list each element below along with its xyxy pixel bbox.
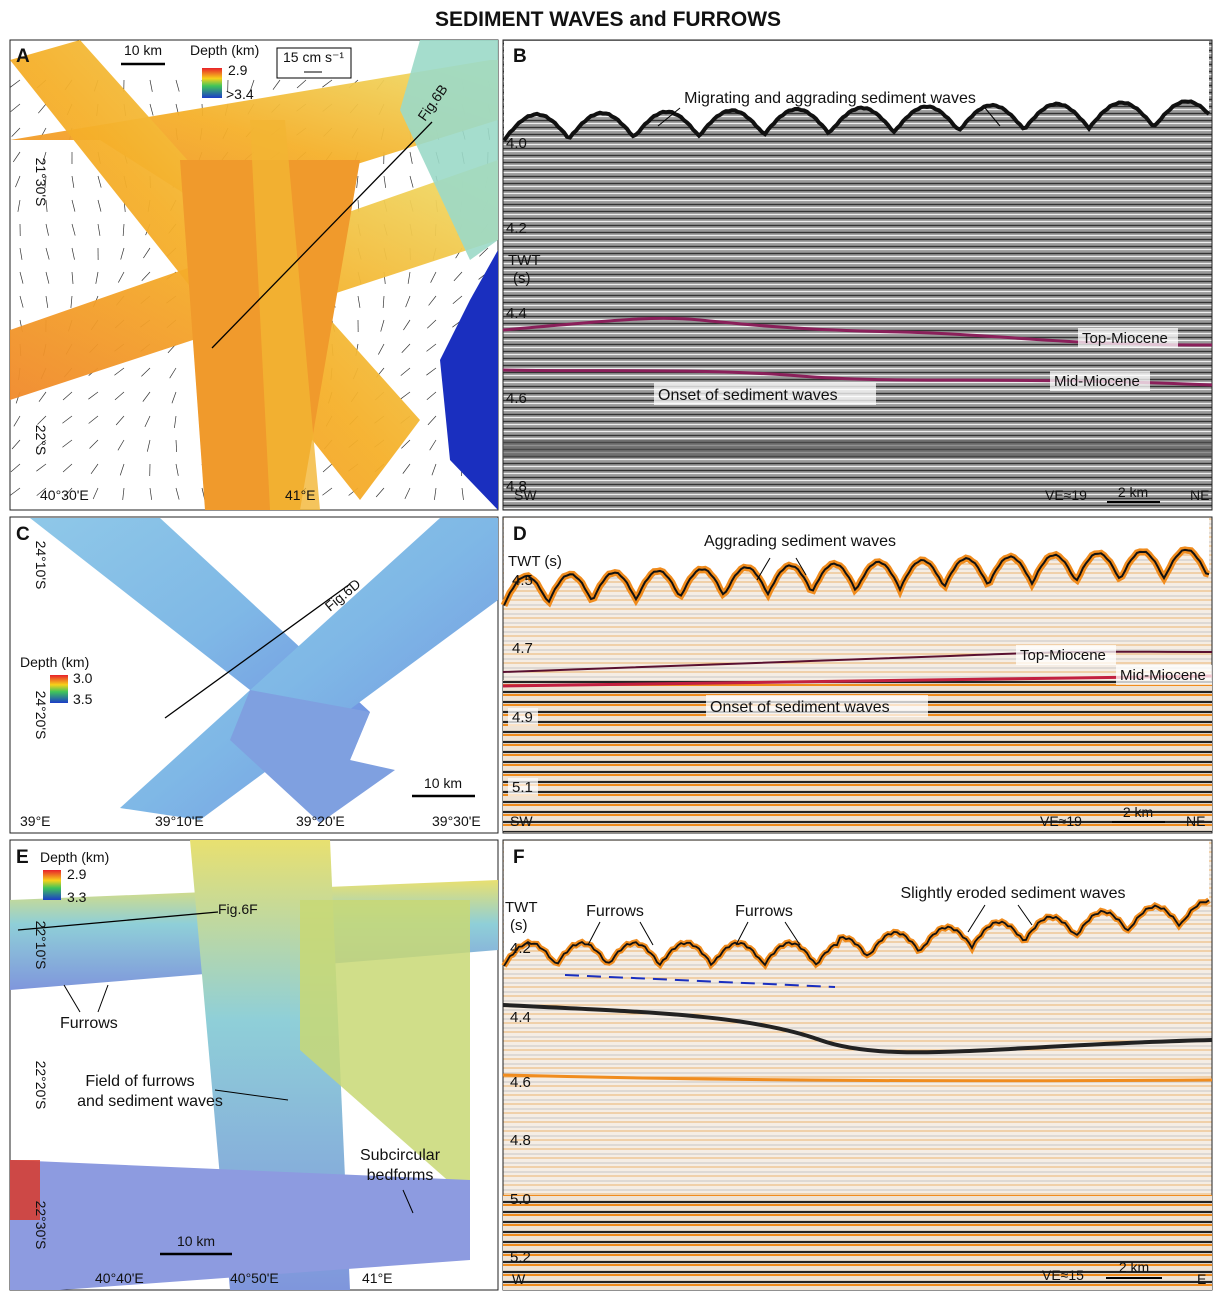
y-tick-label: 4.7 bbox=[512, 640, 533, 657]
panel-label: D bbox=[513, 524, 527, 545]
legend-bottom: >3.4 bbox=[226, 86, 254, 102]
y-tick-label: 4.6 bbox=[510, 1074, 531, 1091]
y-tick-label: 5.0 bbox=[510, 1191, 531, 1208]
legend-title: Depth (km) bbox=[20, 654, 89, 670]
lon-label: 39°20'E bbox=[296, 813, 345, 829]
axis-label: TWT bbox=[505, 899, 537, 916]
horizon-label: Top-Miocene bbox=[1020, 647, 1106, 664]
y-tick-label: 4.5 bbox=[512, 572, 533, 589]
profile-end: W bbox=[512, 1271, 526, 1287]
panel-c: Fig.6D C Depth (km) 3.0 3.5 24°10'S 24°2… bbox=[10, 517, 498, 833]
y-tick-label: 4.2 bbox=[506, 220, 527, 237]
lon-label: 39°30'E bbox=[432, 813, 481, 829]
onset-label: Onset of sediment waves bbox=[658, 387, 838, 404]
profile-end: SW bbox=[514, 487, 537, 503]
figure-title: SEDIMENT WAVES and FURROWS bbox=[435, 8, 781, 31]
annotation: bedforms bbox=[367, 1167, 434, 1184]
panel-d: D Aggrading sediment waves TWT (s) 4.5 4… bbox=[503, 517, 1212, 833]
panel-label: A bbox=[16, 46, 30, 67]
profile-end: NE bbox=[1190, 487, 1209, 503]
legend-bottom: 3.3 bbox=[67, 889, 87, 905]
annotation: Furrows bbox=[60, 1015, 118, 1032]
lon-label: 41°E bbox=[362, 1270, 393, 1286]
panel-label: B bbox=[513, 46, 527, 67]
y-tick-label: 5.2 bbox=[510, 1249, 531, 1266]
y-tick-label: 4.2 bbox=[510, 940, 531, 957]
scale-label: 10 km bbox=[177, 1233, 215, 1249]
lon-label: 40°50'E bbox=[230, 1270, 279, 1286]
lon-label: 40°40'E bbox=[95, 1270, 144, 1286]
ve-label: VE≈15 bbox=[1042, 1267, 1084, 1283]
profile-label: Fig.6F bbox=[218, 901, 258, 917]
y-tick-label: 4.0 bbox=[506, 135, 527, 152]
panel-label: E bbox=[16, 847, 29, 868]
lat-label: 22°20'S bbox=[33, 1061, 49, 1110]
axis-label: (s) bbox=[513, 270, 531, 287]
legend-top: 2.9 bbox=[67, 866, 87, 882]
legend-title: Depth (km) bbox=[190, 42, 259, 58]
lat-label: 21°30'S bbox=[33, 158, 49, 207]
scale-label: 2 km bbox=[1123, 804, 1153, 820]
axis-label: (s) bbox=[510, 917, 528, 934]
lat-label: 24°20'S bbox=[33, 691, 49, 740]
profile-end: E bbox=[1197, 1271, 1206, 1287]
lon-label: 39°E bbox=[20, 813, 51, 829]
legend-title: Depth (km) bbox=[40, 849, 109, 865]
annotation: Subcircular bbox=[360, 1147, 441, 1164]
annotation: Furrows bbox=[735, 903, 793, 920]
annotation: Slightly eroded sediment waves bbox=[900, 885, 1125, 902]
y-tick-label: 5.1 bbox=[512, 779, 533, 796]
ve-label: VE≈19 bbox=[1045, 487, 1087, 503]
legend-bottom: 3.5 bbox=[73, 691, 93, 707]
y-tick-label: 4.9 bbox=[512, 709, 533, 726]
lat-label: 22°10'S bbox=[33, 921, 49, 970]
y-tick-label: 4.4 bbox=[510, 1009, 531, 1026]
current-scale: 15 cm s⁻¹ bbox=[283, 49, 344, 65]
scale-label: 2 km bbox=[1119, 1259, 1149, 1275]
legend-top: 3.0 bbox=[73, 670, 93, 686]
annotation: Furrows bbox=[586, 903, 644, 920]
legend-top: 2.9 bbox=[228, 62, 248, 78]
horizon-label: Mid-Miocene bbox=[1120, 667, 1206, 684]
panel-b: B Migrating and aggrading sediment waves… bbox=[503, 40, 1212, 510]
annotation: Field of furrows bbox=[85, 1073, 194, 1090]
deep-reflectors bbox=[503, 1195, 1212, 1290]
ve-label: VE≈19 bbox=[1040, 813, 1082, 829]
profile-end: SW bbox=[510, 813, 533, 829]
axis-label: TWT bbox=[508, 252, 540, 269]
y-tick-label: 4.6 bbox=[506, 390, 527, 407]
color-ramp bbox=[43, 870, 61, 900]
horizon-label: Top-Miocene bbox=[1082, 330, 1168, 347]
profile-end: NE bbox=[1186, 813, 1205, 829]
onset-label: Onset of sediment waves bbox=[710, 699, 890, 716]
lon-label: 40°30'E bbox=[40, 487, 89, 503]
reflector bbox=[503, 440, 1212, 458]
scale-label: 10 km bbox=[424, 775, 462, 791]
annotation: Migrating and aggrading sediment waves bbox=[684, 90, 976, 107]
panel-label: C bbox=[16, 524, 30, 545]
scale-label: 2 km bbox=[1118, 484, 1148, 500]
y-tick-label: 4.4 bbox=[506, 305, 527, 322]
color-ramp bbox=[202, 68, 222, 98]
scale-label: 10 km bbox=[124, 42, 162, 58]
lat-label: 22°S bbox=[33, 425, 49, 456]
annotation: and sediment waves bbox=[77, 1093, 223, 1110]
panel-f: F TWT (s) 4.2 4.4 4.6 4.8 5.0 5.2 Furrow… bbox=[503, 840, 1212, 1290]
lon-label: 41°E bbox=[285, 487, 316, 503]
horizon-label: Mid-Miocene bbox=[1054, 373, 1140, 390]
panel-a: Fig.6B A 10 km Depth (km) 2.9 >3.4 15 cm… bbox=[10, 40, 498, 510]
panel-e: Fig.6F E Depth (km) 2.9 3.3 22°10'S 22°2… bbox=[10, 840, 498, 1290]
lat-label: 24°10'S bbox=[33, 541, 49, 590]
lon-label: 39°10'E bbox=[155, 813, 204, 829]
lat-label: 22°30'S bbox=[33, 1201, 49, 1250]
axis-label: TWT (s) bbox=[508, 553, 562, 570]
panel-label: F bbox=[513, 847, 525, 868]
figure: SEDIMENT WAVES and FURROWS Fig.6B A 10 k… bbox=[0, 0, 1217, 1292]
y-tick-label: 4.8 bbox=[510, 1132, 531, 1149]
color-ramp bbox=[50, 675, 68, 703]
annotation: Aggrading sediment waves bbox=[704, 533, 896, 550]
